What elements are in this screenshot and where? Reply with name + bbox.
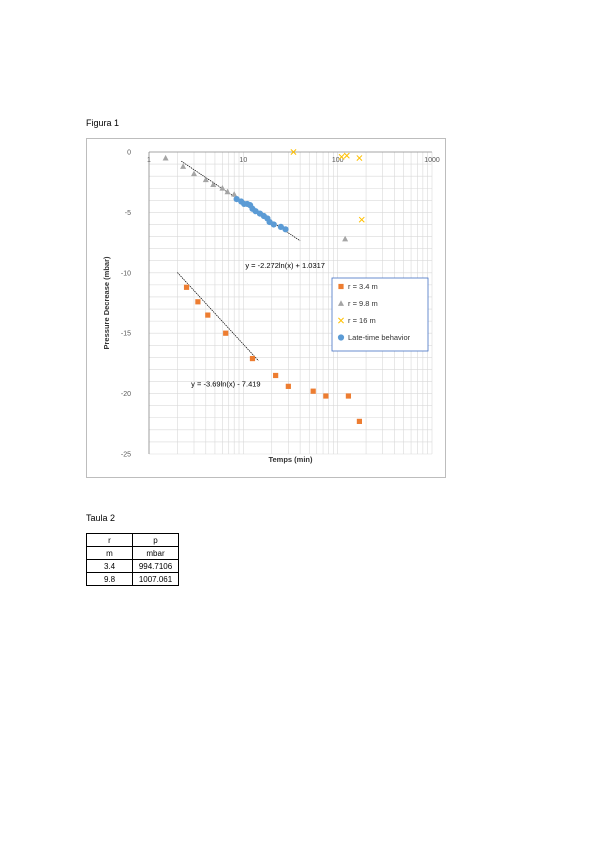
data-point-series-1 [356, 418, 363, 424]
y-tick-label: -10 [121, 270, 131, 277]
data-point-series-1 [205, 312, 211, 318]
legend-label: r = 3.4 m [348, 282, 378, 291]
legend-label: Late-time behavior [348, 333, 411, 342]
table-header-row: r p [86, 533, 179, 547]
data-point-series-2 [191, 170, 198, 177]
data-point-series-3 [356, 155, 363, 161]
table-unit-cell: m [86, 546, 133, 560]
table-cell: 3.4 [86, 559, 133, 573]
table-cell: 9.8 [86, 572, 133, 586]
y-tick-label: -5 [125, 210, 131, 217]
data-point-series-3 [338, 153, 345, 160]
table-header-cell: r [86, 533, 133, 547]
table-cell: 994.7106 [132, 559, 179, 573]
table-caption: Taula 2 [86, 513, 116, 523]
data-point-series-4 [282, 226, 289, 233]
data-point-series-4 [270, 221, 277, 228]
legend-marker [338, 300, 344, 306]
data-point-series-2 [231, 191, 238, 197]
pressure-chart: 1 10 100 1000 0 -5 -10 -15 -20 -25 Temps (min) Pres… [102, 149, 440, 464]
legend-marker [338, 317, 344, 324]
data-point-series-3 [358, 216, 365, 223]
data-table: r p m mbar 3.4 994.7106 9.8 1007.061 [86, 533, 179, 586]
trendline-equation: y = -3.69ln(x) - 7.419 [191, 379, 260, 388]
data-point-series-1 [223, 330, 229, 336]
x-tick-label: 100 [332, 157, 344, 164]
x-axis-title: Temps (min) [268, 455, 313, 464]
data-point-series-2 [224, 188, 231, 195]
data-point-series-1 [285, 383, 291, 389]
legend-box [331, 277, 429, 352]
data-point-series-2 [180, 163, 187, 169]
y-tick-label: -25 [121, 452, 131, 459]
x-tick-label: 10 [239, 157, 247, 164]
data-point-series-1 [345, 393, 352, 399]
table-row: 9.8 1007.061 [86, 572, 179, 586]
data-point-series-1 [183, 284, 190, 290]
legend-label: r = 9.8 m [348, 299, 378, 308]
figure-caption: Figura 1 [86, 118, 120, 128]
legend-label: r = 16 m [348, 316, 376, 325]
y-tick-label: 0 [127, 150, 131, 157]
table-cell: 1007.061 [132, 572, 179, 586]
data-point-series-4 [277, 223, 284, 230]
trendline [177, 272, 259, 362]
legend-marker [338, 283, 344, 290]
x-tick-label: 1000 [424, 157, 440, 164]
data-point-series-2 [219, 185, 226, 191]
data-point-series-1 [273, 372, 279, 379]
data-point-series-1 [195, 299, 201, 305]
data-point-series-1 [323, 393, 329, 399]
chart-frame: 1 10 100 1000 0 -5 -10 -15 -20 -25 Temps (min) Pres… [86, 138, 446, 478]
data-point-series-4 [233, 196, 240, 203]
data-point-series-2 [210, 181, 217, 188]
data-point-series-3 [343, 152, 350, 159]
y-axis-title: Pressure Decrease (mbar) [102, 256, 111, 349]
table-row: 3.4 994.7106 [86, 559, 179, 573]
x-tick-label: 1 [147, 157, 151, 164]
table-header-cell: p [132, 533, 179, 547]
table-units-row: m mbar [86, 546, 179, 560]
y-tick-label: -15 [121, 331, 131, 338]
data-point-series-3 [290, 149, 297, 155]
table-unit-cell: mbar [132, 546, 179, 560]
data-point-series-1 [310, 388, 316, 394]
data-point-series-2 [202, 176, 209, 183]
data-point-series-2 [162, 154, 169, 161]
data-point-series-1 [249, 355, 256, 362]
legend-marker [337, 334, 345, 341]
trendline-equation: y = -2.272ln(x) + 1.0317 [245, 261, 325, 270]
data-point-series-2 [342, 235, 349, 242]
y-tick-label: -20 [121, 391, 131, 398]
